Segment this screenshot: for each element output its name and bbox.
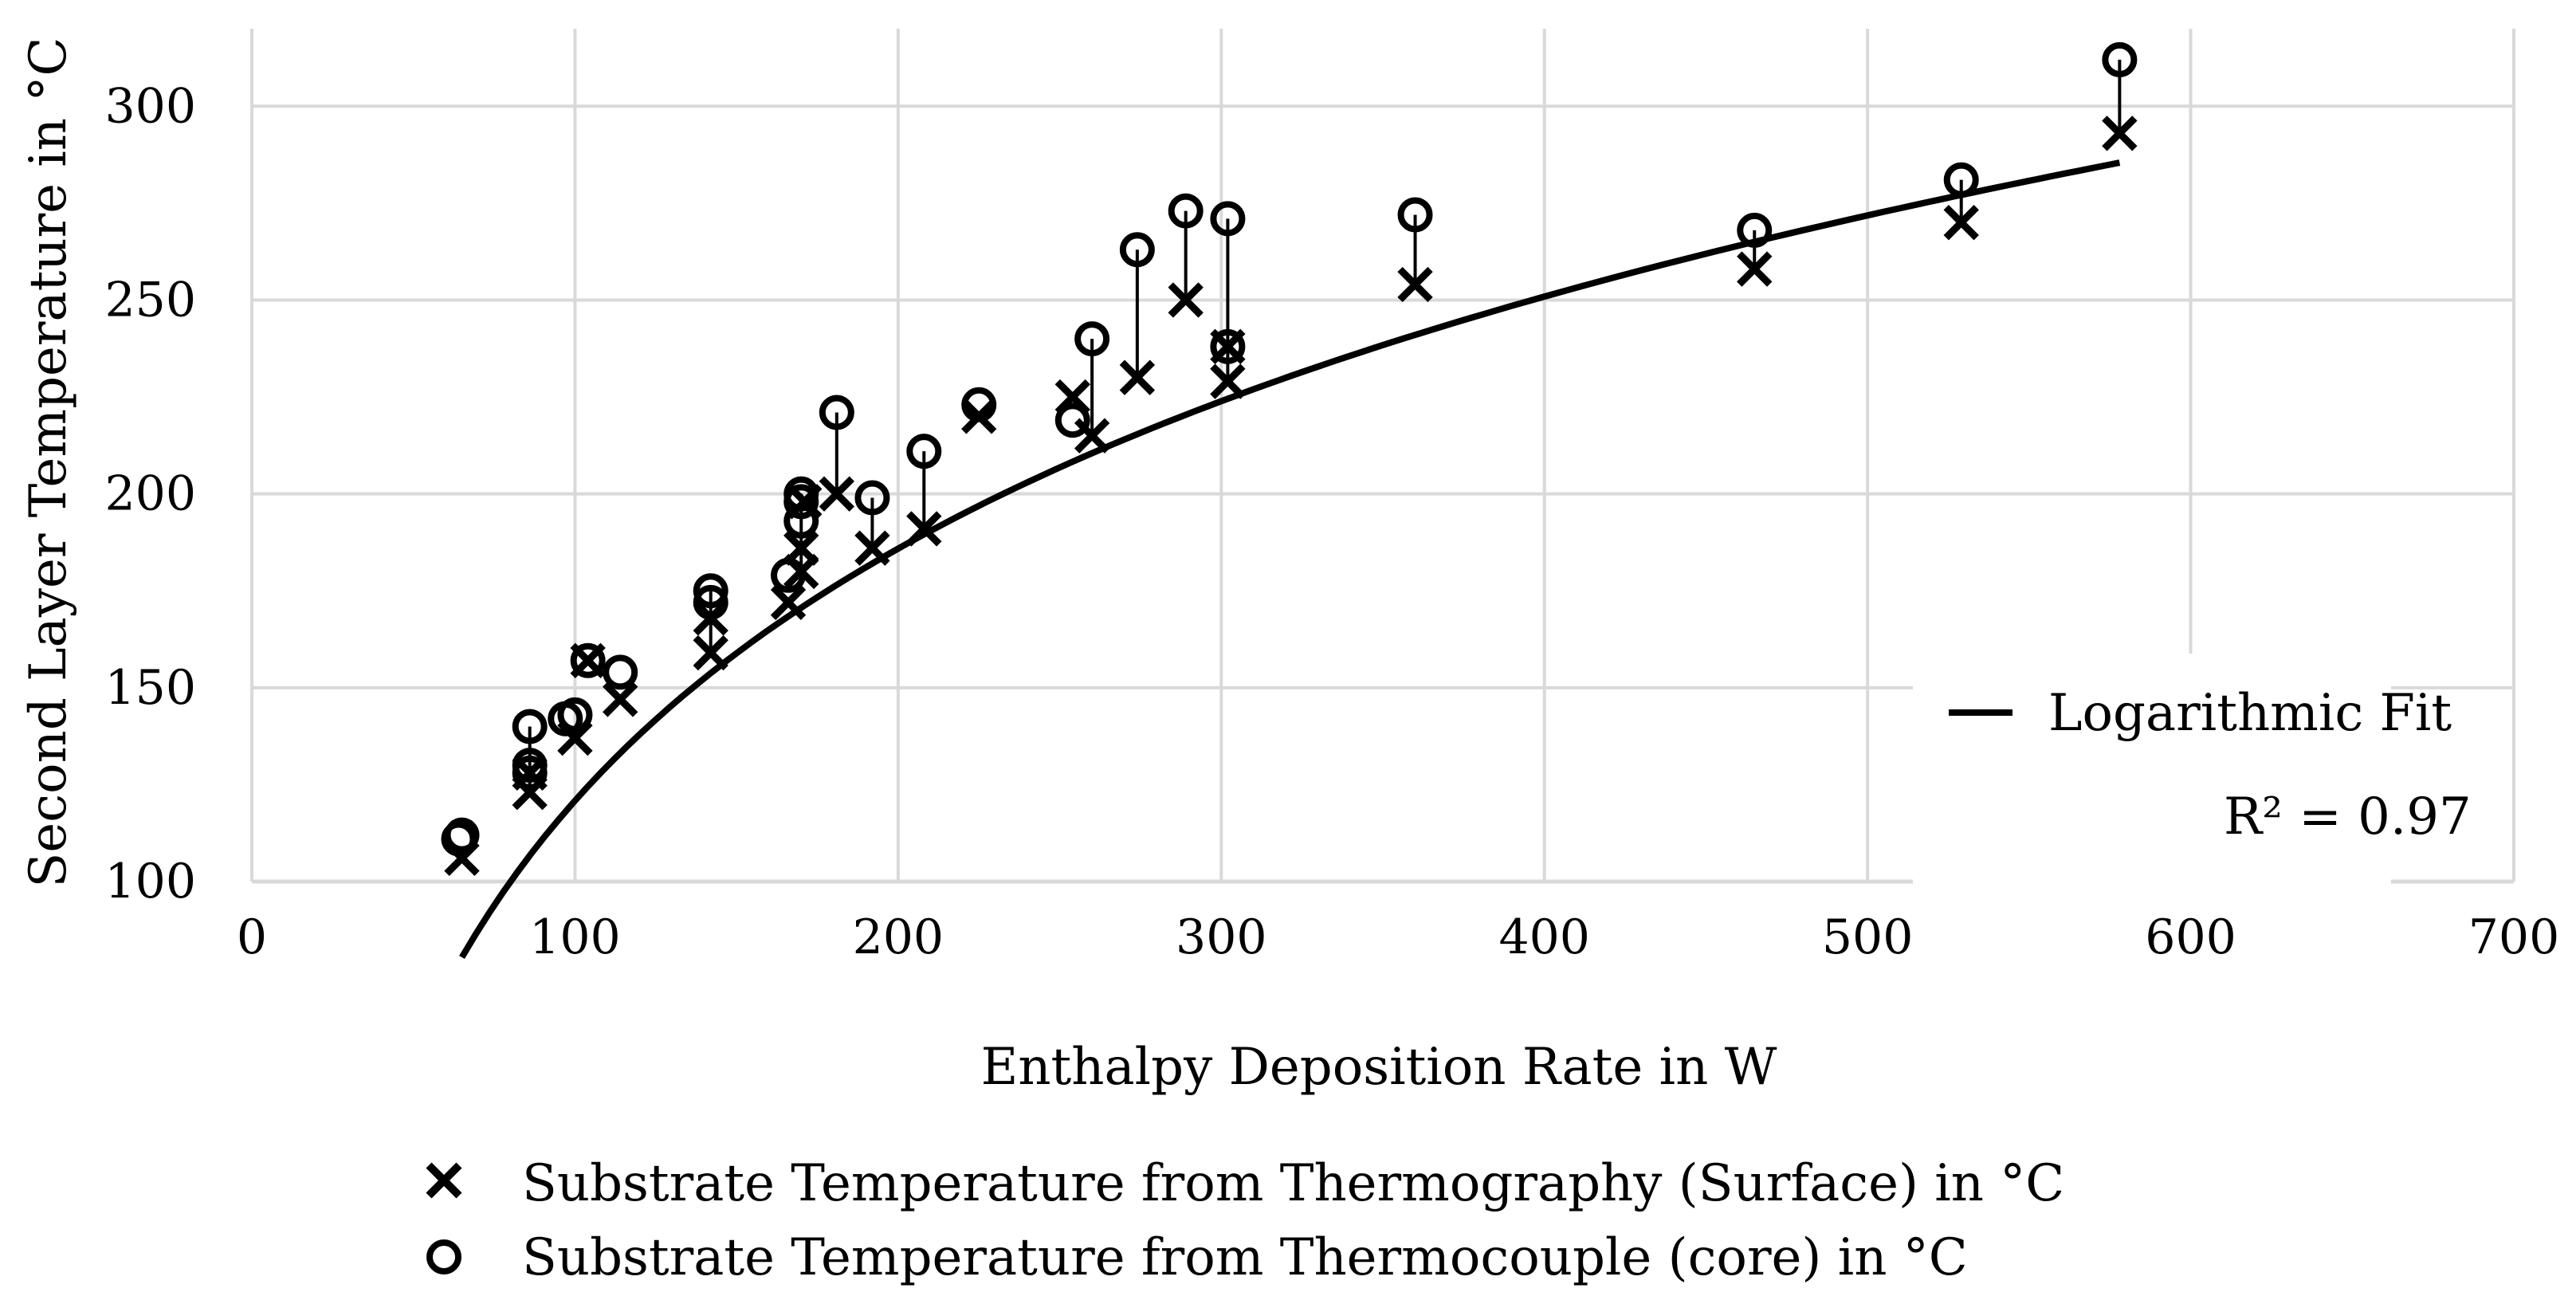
o-marker-point <box>771 557 807 593</box>
marker-layer <box>441 41 2138 877</box>
o-marker-point <box>693 584 728 620</box>
o-marker-point <box>961 387 997 422</box>
x-marker-point <box>1943 204 1979 241</box>
o-marker-point <box>1210 201 1246 237</box>
o-marker-point <box>693 573 728 609</box>
x-marker-point <box>1397 266 1433 303</box>
o-marker-point <box>783 476 819 512</box>
o-marker-point <box>1210 328 1246 364</box>
o-marker-point <box>603 654 638 690</box>
y-tick-label: 300 <box>104 78 196 134</box>
o-marker-point <box>819 395 854 430</box>
x-marker-point <box>854 530 890 566</box>
legend-label-thermography: Substrate Temperature from Thermography … <box>522 1154 2064 1213</box>
x-marker-point <box>1119 359 1156 395</box>
o-marker-point <box>1737 212 1773 248</box>
x-tick-label: 400 <box>1498 909 1590 965</box>
x-tick-label: 700 <box>2468 909 2560 965</box>
o-marker-point <box>1119 232 1155 268</box>
legend-marker-o <box>426 1239 461 1275</box>
x-marker-point <box>693 634 728 671</box>
x-axis-title: Enthalpy Deposition Rate in W <box>981 1038 1777 1097</box>
x-marker-point <box>770 584 807 621</box>
o-marker-point <box>570 642 606 678</box>
x-marker-point <box>1210 363 1246 399</box>
fit-legend-backdrop <box>1913 654 2391 885</box>
y-tick-label: 250 <box>104 272 196 328</box>
x-marker-point <box>2102 116 2138 151</box>
tick-label-layer: 0 100 200 300 400 500 600 700 100 150 200 250 300 <box>104 78 2559 965</box>
logarithmic-fit-curve <box>459 159 2121 960</box>
y-tick-label: 200 <box>104 466 196 522</box>
fit-legend-label: Logarithmic Fit <box>2048 684 2452 743</box>
o-marker-point <box>906 434 942 469</box>
o-marker-point <box>512 748 548 784</box>
x-tick-label: 100 <box>529 909 621 965</box>
o-marker-point <box>512 709 548 744</box>
x-marker-point <box>1737 251 1773 287</box>
o-marker-point <box>444 817 480 853</box>
x-tick-label: 500 <box>1822 909 1914 965</box>
x-marker-point <box>819 476 855 512</box>
x-tick-label: 0 <box>237 909 267 965</box>
o-marker-point <box>2102 41 2138 77</box>
y-axis-title: Second Layer Temperature in °C <box>19 37 78 888</box>
x-tick-label: 300 <box>1176 909 1267 965</box>
x-marker-point <box>1074 418 1110 454</box>
o-marker-point <box>1074 321 1110 357</box>
o-marker-point <box>1943 162 1979 198</box>
x-marker-point <box>906 511 942 547</box>
y-tick-label: 100 <box>104 854 196 909</box>
x-tick-label: 600 <box>2145 909 2236 965</box>
r-squared-label: R² = 0.97 <box>2224 788 2472 846</box>
x-tick-label: 200 <box>853 909 944 965</box>
y-tick-label: 150 <box>104 660 196 716</box>
o-marker-point <box>557 697 593 733</box>
x-marker-point <box>1168 282 1204 318</box>
o-marker-point <box>854 480 890 516</box>
o-marker-point <box>1397 197 1433 233</box>
connector-layer <box>528 59 2122 793</box>
legend-label-thermocouple: Substrate Temperature from Thermocouple … <box>522 1228 1968 1287</box>
x-marker-point <box>603 681 638 717</box>
legend-marker-x <box>426 1162 462 1199</box>
o-marker-point <box>1054 403 1090 438</box>
o-marker-point <box>1168 193 1204 229</box>
